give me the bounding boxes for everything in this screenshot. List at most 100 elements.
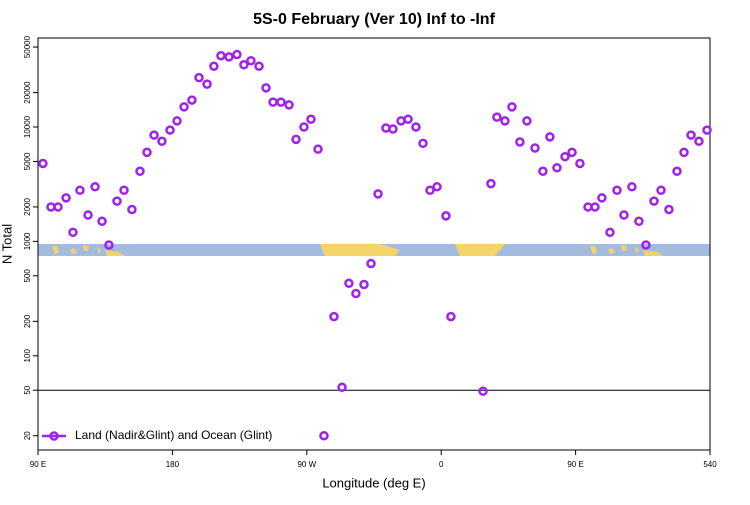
point — [373, 189, 383, 199]
point — [179, 102, 189, 112]
land-patch — [320, 244, 400, 256]
point — [664, 204, 674, 215]
y-tick-label: 100 — [23, 349, 32, 363]
point — [90, 182, 100, 192]
y-tick-label: 2000 — [23, 198, 32, 216]
point — [61, 193, 71, 203]
point — [597, 193, 607, 203]
point — [552, 163, 562, 173]
point — [507, 102, 517, 112]
point — [605, 227, 615, 238]
point — [187, 95, 197, 105]
point — [261, 83, 271, 93]
legend-marker — [49, 431, 59, 441]
point — [38, 158, 48, 169]
point — [411, 122, 421, 132]
point — [68, 227, 78, 238]
chart-title: 5S-0 February (Ver 10) Inf to -Inf — [253, 11, 496, 28]
point — [313, 144, 323, 154]
point — [135, 166, 145, 177]
y-axis-label: N Total — [0, 224, 14, 264]
map-strip — [38, 244, 710, 256]
point — [75, 185, 85, 195]
y-tick-label: 200 — [23, 314, 32, 328]
y-tick-label: 50000 — [23, 35, 32, 58]
point — [619, 210, 629, 220]
point — [418, 138, 428, 149]
point — [344, 278, 354, 289]
point — [97, 216, 107, 226]
point — [515, 137, 525, 147]
point — [492, 112, 502, 122]
point — [172, 116, 182, 126]
point — [478, 386, 488, 396]
y-tick-label: 10000 — [23, 115, 32, 138]
land-patch — [52, 245, 125, 256]
point — [432, 182, 442, 192]
x-axis-label: Longitude (deg E) — [322, 475, 425, 490]
point — [522, 116, 532, 126]
point — [224, 52, 234, 62]
point — [83, 210, 93, 220]
point — [239, 60, 249, 70]
point — [112, 196, 122, 206]
x-tick-label: 180 — [166, 460, 180, 469]
point — [306, 114, 316, 124]
point — [337, 382, 347, 393]
point — [686, 130, 696, 140]
point — [560, 151, 570, 162]
point — [538, 166, 548, 177]
point — [104, 240, 114, 250]
point — [119, 185, 129, 195]
point — [359, 279, 369, 290]
x-tick-label: 90 W — [297, 460, 316, 469]
point — [246, 55, 256, 66]
point — [486, 178, 496, 189]
point — [425, 185, 435, 195]
y-tick-label: 500 — [23, 269, 32, 283]
point — [194, 72, 204, 83]
point — [254, 61, 264, 71]
point — [500, 116, 510, 126]
point — [149, 130, 159, 140]
y-tick-label: 50 — [23, 385, 32, 394]
land-patch — [455, 244, 505, 256]
point — [634, 216, 644, 226]
x-tick-label: 0 — [439, 460, 444, 469]
point — [142, 147, 152, 158]
point — [329, 311, 339, 322]
x-tick-label: 90 E — [567, 460, 583, 469]
x-tick-label: 540 — [703, 460, 717, 469]
point — [165, 125, 175, 135]
y-tick-label: 5000 — [23, 152, 32, 170]
point — [530, 143, 540, 153]
point — [672, 166, 682, 177]
point — [612, 185, 622, 195]
point — [575, 158, 585, 169]
point — [299, 122, 309, 132]
point — [403, 114, 413, 124]
point — [446, 311, 456, 322]
point — [567, 147, 577, 158]
y-tick-label: 20 — [23, 431, 32, 440]
point — [545, 132, 555, 142]
point — [232, 49, 242, 60]
point — [694, 136, 704, 147]
point — [284, 100, 294, 110]
point — [627, 182, 637, 192]
x-tick-label: 90 E — [30, 460, 46, 469]
point — [641, 240, 651, 250]
point — [702, 125, 712, 135]
point — [157, 136, 167, 147]
point — [441, 211, 451, 221]
point — [649, 196, 659, 206]
point — [291, 134, 301, 145]
point — [366, 258, 376, 269]
point — [679, 147, 689, 158]
point — [319, 430, 329, 441]
point — [351, 288, 361, 299]
point — [53, 202, 63, 212]
point — [209, 61, 219, 71]
land-patch — [590, 245, 663, 256]
